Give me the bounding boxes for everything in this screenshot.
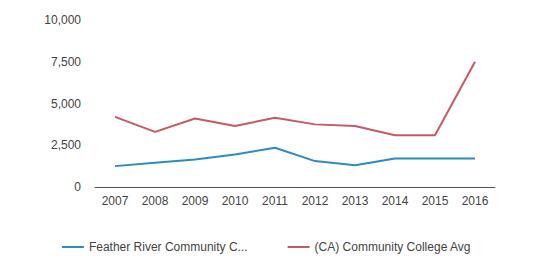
svg-text:2010: 2010 (222, 194, 249, 208)
svg-text:(CA) Community College Avg: (CA) Community College Avg (315, 240, 471, 254)
svg-text:2012: 2012 (302, 194, 329, 208)
svg-text:2009: 2009 (182, 194, 209, 208)
svg-text:2013: 2013 (342, 194, 369, 208)
svg-text:2,500: 2,500 (51, 138, 81, 152)
svg-text:7,500: 7,500 (51, 55, 81, 69)
svg-text:0: 0 (74, 180, 81, 194)
svg-text:2015: 2015 (422, 194, 449, 208)
svg-text:2007: 2007 (102, 194, 129, 208)
svg-text:2011: 2011 (262, 194, 288, 208)
svg-text:2008: 2008 (142, 194, 169, 208)
svg-text:10,000: 10,000 (44, 13, 81, 27)
svg-text:Feather River Community C...: Feather River Community C... (89, 240, 248, 254)
svg-text:5,000: 5,000 (51, 97, 81, 111)
svg-text:2014: 2014 (382, 194, 409, 208)
svg-text:2016: 2016 (462, 194, 489, 208)
